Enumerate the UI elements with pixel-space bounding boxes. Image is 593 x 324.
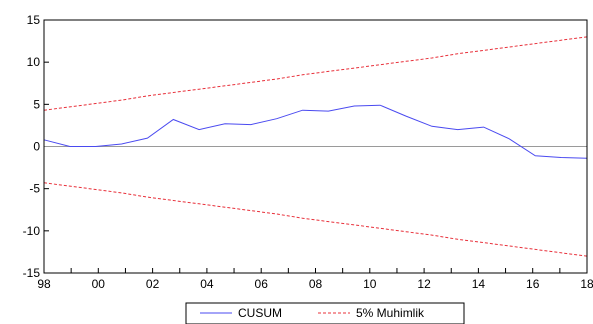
y-tick-label: 5 xyxy=(33,97,40,111)
x-tick-label: 00 xyxy=(92,277,106,291)
x-tick-label: 10 xyxy=(363,277,377,291)
x-tick-label: 16 xyxy=(526,277,540,291)
x-tick-label: 06 xyxy=(255,277,269,291)
x-tick-label: 18 xyxy=(580,277,593,291)
legend: CUSUM 5% Muhimlik xyxy=(185,302,465,324)
cusum-line xyxy=(43,104,588,159)
x-tick-label: 08 xyxy=(309,277,323,291)
y-tick-label: -10 xyxy=(23,224,41,238)
upper-bound-line xyxy=(43,36,588,111)
x-tick-label: 98 xyxy=(37,277,51,291)
y-tick-label: 15 xyxy=(27,13,41,27)
y-tick-label: 0 xyxy=(33,140,40,154)
legend-label-cusum: CUSUM xyxy=(238,306,282,320)
y-tick-label: 10 xyxy=(27,55,41,69)
x-tick-label: 12 xyxy=(417,277,431,291)
lower-bound-line xyxy=(43,182,588,257)
legend-label-bound: 5% Muhimlik xyxy=(356,306,425,320)
y-tick-label: -5 xyxy=(29,182,40,196)
x-tick-label: 02 xyxy=(146,277,160,291)
x-tick-label: 04 xyxy=(200,277,214,291)
plot-frame xyxy=(43,19,588,274)
x-tick-label: 14 xyxy=(472,277,486,291)
y-tick-label: -15 xyxy=(23,266,41,280)
